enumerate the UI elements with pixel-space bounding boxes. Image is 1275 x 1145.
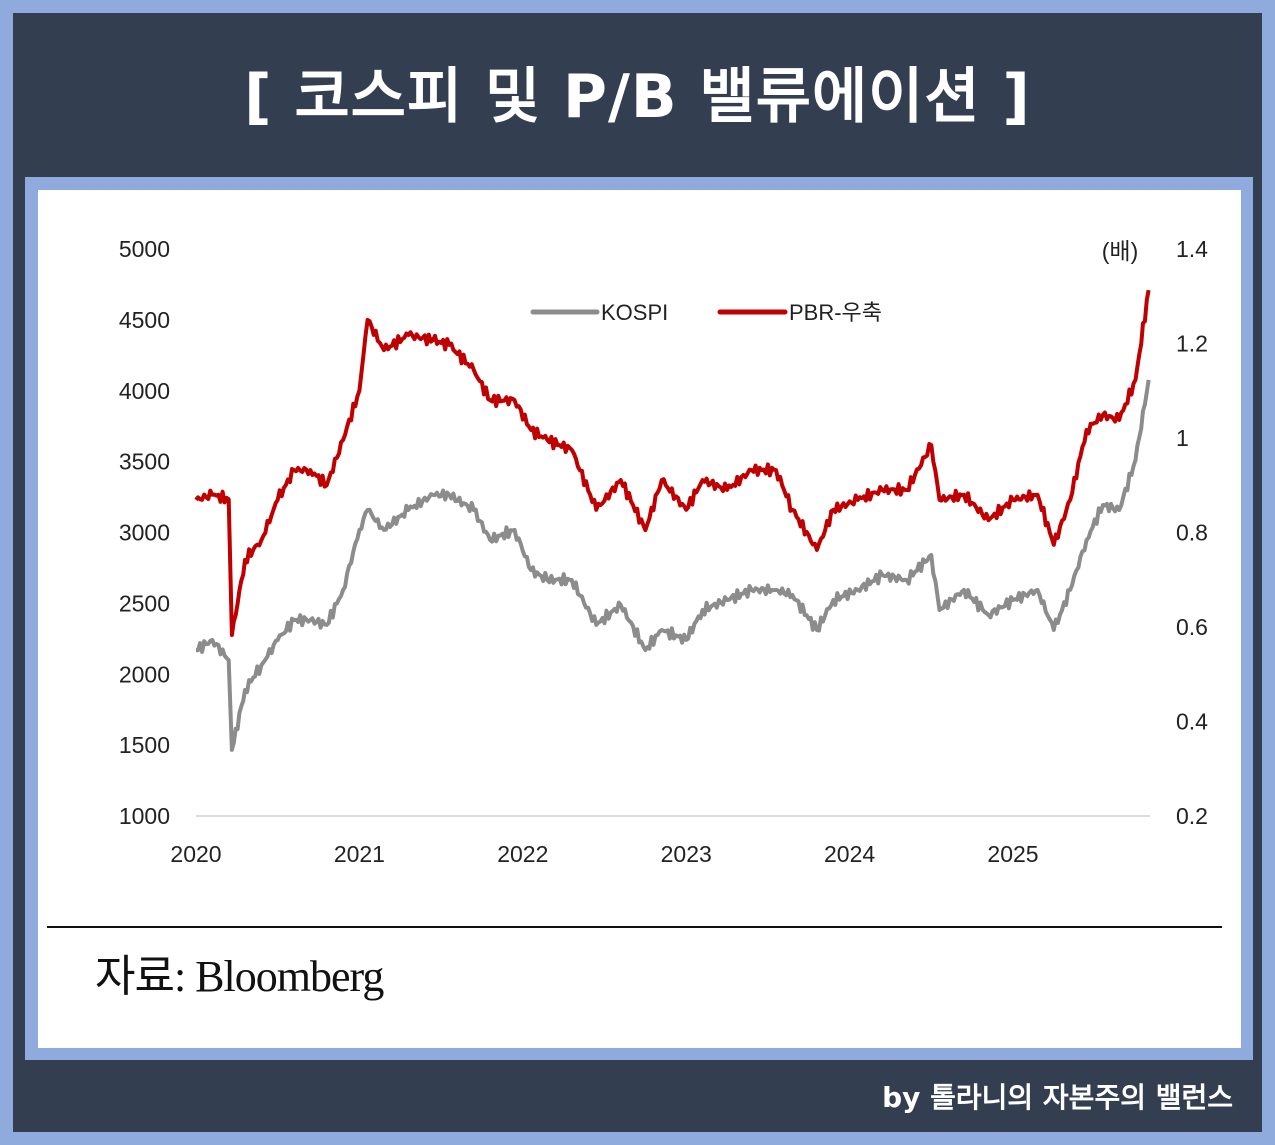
legend-pbr-label: PBR-우축 (789, 300, 882, 325)
y-right-tick: 0.6 (1176, 614, 1208, 640)
y-left-tick: 2500 (119, 590, 170, 616)
x-tick: 2021 (334, 841, 385, 867)
x-tick: 2020 (170, 841, 221, 867)
y-right-tick: 0.4 (1176, 709, 1208, 735)
page-title: [ 코스피 및 P/B 밸류에이션 ] (244, 62, 1031, 132)
y-left-tick: 1000 (119, 803, 170, 829)
pbr-line (194, 289, 1151, 637)
y-left-tick: 4500 (119, 307, 170, 333)
x-tick: 2024 (824, 841, 875, 867)
footer-credit: by 톨라니의 자본주의 밸런스 (882, 1081, 1233, 1114)
y-right-tick: 1.4 (1176, 236, 1208, 262)
legend-kospi-label: KOSPI (601, 300, 668, 325)
y-left-tick: 4000 (119, 378, 170, 404)
y-left-tick: 3000 (119, 520, 170, 546)
source-note: 자료: Bloomberg (95, 952, 384, 1001)
right-axis-unit: (배) (1102, 238, 1138, 264)
y-right-tick: 1 (1176, 425, 1189, 451)
y-right-tick: 0.8 (1176, 520, 1208, 546)
x-tick: 2025 (987, 841, 1038, 867)
y-right-tick: 1.2 (1176, 331, 1208, 357)
y-left-tick: 1500 (119, 732, 170, 758)
y-right-tick: 0.2 (1176, 803, 1208, 829)
chart-panel (38, 190, 1241, 1048)
y-left-tick: 3500 (119, 449, 170, 475)
y-left-tick: 2000 (119, 661, 170, 687)
divider (47, 926, 1222, 928)
x-tick: 2022 (497, 841, 548, 867)
legend: KOSPI PBR-우축 (530, 300, 882, 325)
kospi-line (195, 379, 1151, 752)
x-tick: 2023 (661, 841, 712, 867)
y-left-tick: 5000 (119, 236, 170, 262)
